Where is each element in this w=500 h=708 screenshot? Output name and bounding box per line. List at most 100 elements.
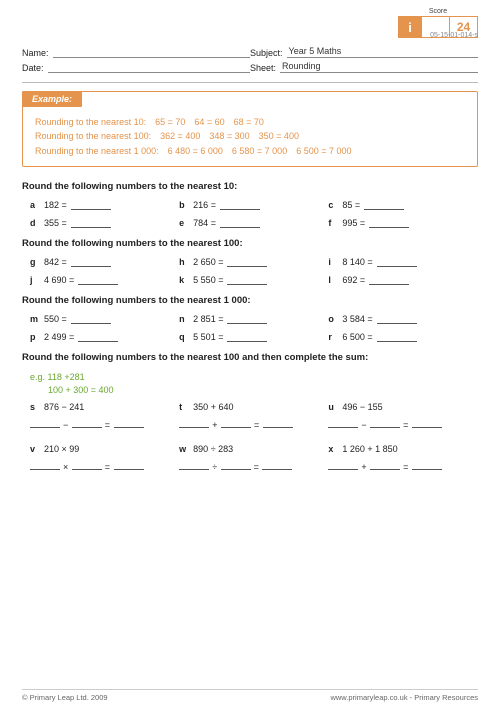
q-text: 692 = [342,275,365,285]
section-title-1000: Round the following numbers to the neare… [22,295,478,306]
answer-blank[interactable] [220,200,260,210]
q-letter: q [179,332,193,342]
q-letter: k [179,275,193,285]
q-text: 842 = [44,257,67,267]
q-expr: 876 − 241 [44,402,84,412]
question-row: p2 499 = q5 501 = r6 500 = [30,332,478,342]
op-line: + = [179,418,328,430]
eg-line: e.g. 118 +281 [30,371,478,384]
answer-blank[interactable] [114,460,144,470]
answer-blank[interactable] [114,418,144,428]
question-row: j4 690 = k5 550 = l692 = [30,275,478,285]
answer-blank[interactable] [328,460,358,470]
answer-blank[interactable] [377,257,417,267]
answer-blank[interactable] [262,460,292,470]
q-letter: t [179,402,193,412]
q-letter: c [328,200,342,210]
header-divider [22,82,478,83]
sheet-value: Rounding [280,61,478,73]
answer-blank[interactable] [369,275,409,285]
answer-blank[interactable] [364,200,404,210]
answer-blank[interactable] [30,460,60,470]
q-text: 3 584 = [342,314,372,324]
q-text: 995 = [342,218,365,228]
q-text: 550 = [44,314,67,324]
answer-blank[interactable] [179,460,209,470]
answer-blank[interactable] [71,314,111,324]
q-expr: 210 × 99 [44,444,79,454]
answer-blank[interactable] [227,257,267,267]
q-letter: b [179,200,193,210]
score-label: Score [398,8,478,15]
answer-blank[interactable] [263,418,293,428]
answer-blank[interactable] [78,332,118,342]
answer-blank[interactable] [227,275,267,285]
q-text: 2 851 = [193,314,223,324]
q-letter: j [30,275,44,285]
answer-blank[interactable] [72,460,102,470]
q-expr: 496 − 155 [342,402,382,412]
op-sym: ÷ [212,462,217,472]
op-line: − = [328,418,477,430]
answer-blank[interactable] [377,332,417,342]
q-letter: p [30,332,44,342]
q-text: 8 140 = [342,257,372,267]
q-text: 6 500 = [342,332,372,342]
q-letter: s [30,402,44,412]
answer-blank[interactable] [220,218,260,228]
answer-blank[interactable] [71,257,111,267]
op-line: × = [30,460,179,472]
answer-blank[interactable] [412,460,442,470]
answer-blank[interactable] [369,218,409,228]
q-letter: e [179,218,193,228]
q-letter: a [30,200,44,210]
answer-blank[interactable] [221,418,251,428]
answer-blank[interactable] [72,418,102,428]
answer-blank[interactable] [227,314,267,324]
answer-blank[interactable] [227,332,267,342]
question-row: g842 = h2 650 = i8 140 = [30,257,478,267]
section-title-100: Round the following numbers to the neare… [22,238,478,249]
q-letter: m [30,314,44,324]
answer-blank[interactable] [221,460,251,470]
answer-blank[interactable] [30,418,60,428]
op-row: v210 × 99 × = w890 ÷ 283 ÷ = x1 260 + 1 … [30,444,478,472]
q-text: 216 = [193,200,216,210]
example-eg: e.g. 118 +281 100 + 300 = 400 [30,371,478,396]
answer-blank[interactable] [370,418,400,428]
example-body: Rounding to the nearest 10: 65 = 70 64 =… [23,113,477,158]
q-letter: h [179,257,193,267]
q-letter: i [328,257,342,267]
q-letter: r [328,332,342,342]
answer-blank[interactable] [370,460,400,470]
question-row: m550 = n2 851 = o3 584 = [30,314,478,324]
op-row: s876 − 241 − = t350 + 640 + = u496 − 155… [30,402,478,430]
q-text: 5 550 = [193,275,223,285]
answer-blank[interactable] [328,418,358,428]
q-letter: g [30,257,44,267]
answer-blank[interactable] [71,218,111,228]
date-field[interactable] [48,61,250,73]
op-sym: − [361,420,367,430]
date-label: Date: [22,63,48,73]
q-text: 5 501 = [193,332,223,342]
answer-blank[interactable] [78,275,118,285]
name-field[interactable] [53,46,250,58]
answer-blank[interactable] [179,418,209,428]
answer-blank[interactable] [377,314,417,324]
q-letter: w [179,444,193,454]
example-line: Rounding to the nearest 10: 65 = 70 64 =… [35,115,465,129]
name-label: Name: [22,48,53,58]
op-sym: × [63,462,69,472]
q-letter: v [30,444,44,454]
reference-code: 05-15-01-014-s [430,32,478,39]
section-title-10: Round the following numbers to the neare… [22,181,478,192]
eg-line: 100 + 300 = 400 [30,384,478,397]
q-letter: n [179,314,193,324]
answer-blank[interactable] [71,200,111,210]
answer-blank[interactable] [412,418,442,428]
q-text: 784 = [193,218,216,228]
q-letter: f [328,218,342,228]
q-text: 85 = [342,200,360,210]
op-line: + = [328,460,477,472]
